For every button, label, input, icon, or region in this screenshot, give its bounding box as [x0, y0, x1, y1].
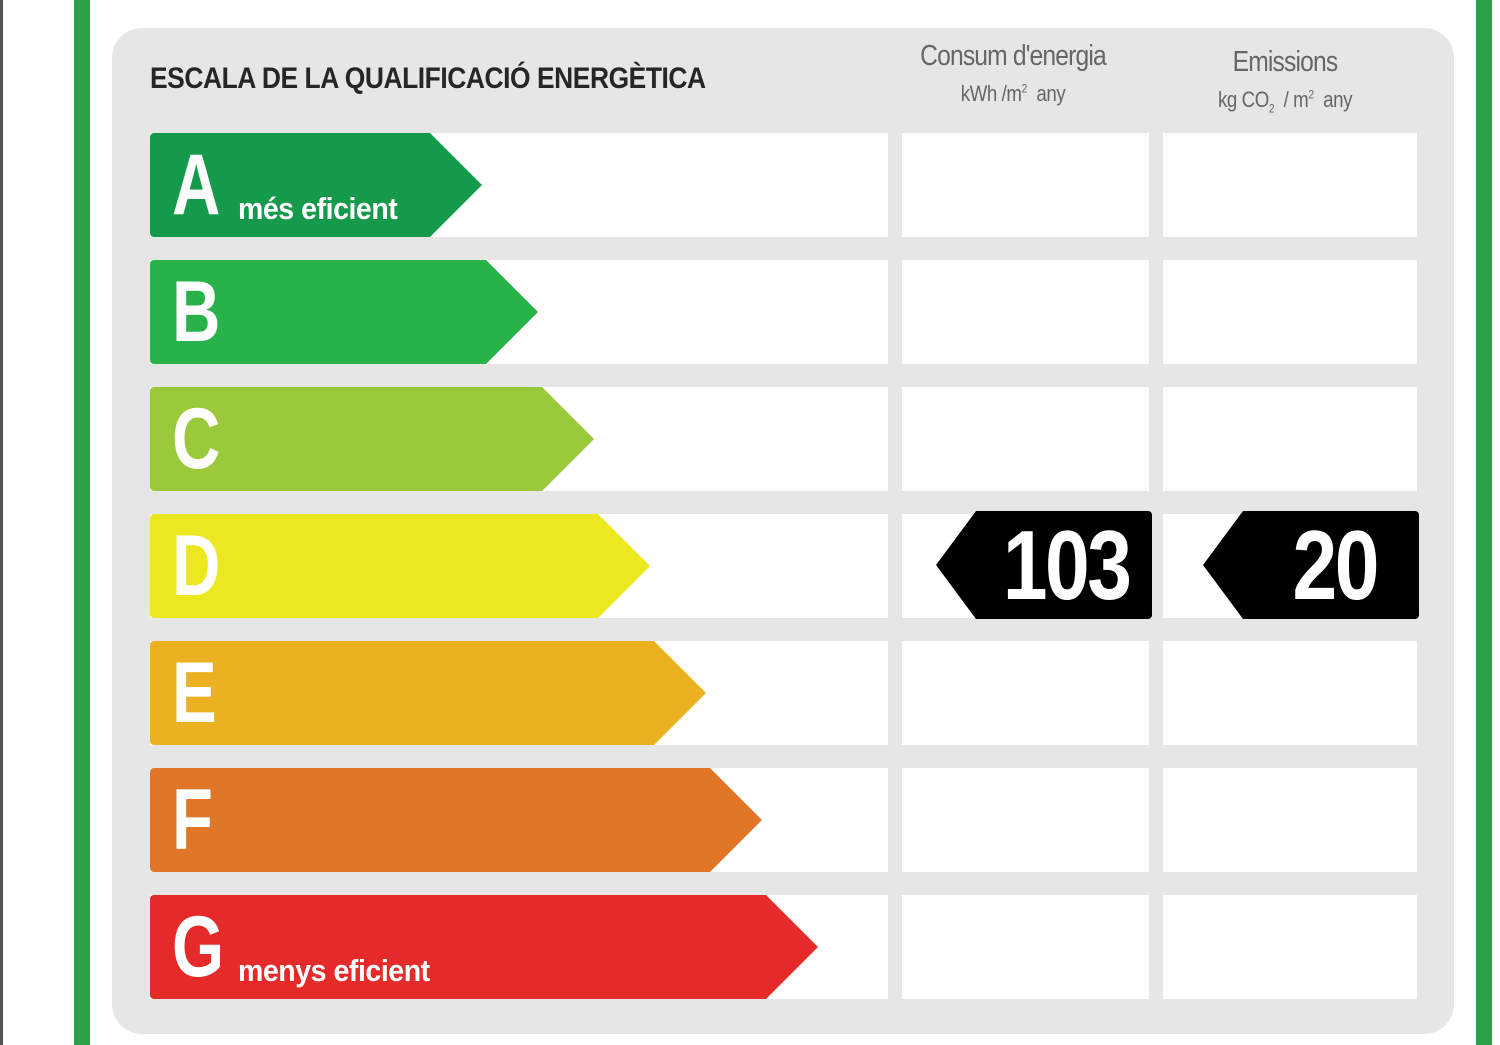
rating-arrow-f: F — [150, 768, 762, 872]
rating-letter: B — [172, 262, 220, 362]
right-green-border — [1476, 0, 1492, 1045]
rating-sublabel: menys eficient — [238, 953, 430, 989]
scale-title: ESCALA DE LA QUALIFICACIÓ ENERGÈTICA — [150, 62, 706, 96]
emissions-value: 20 — [1293, 511, 1377, 619]
rating-letter: G — [172, 897, 224, 997]
rating-letter: D — [172, 516, 220, 616]
rating-letter: C — [172, 389, 220, 489]
rating-arrow-b: B — [150, 260, 538, 364]
emissions-column-header: Emissions kg CO2 / m2 any — [1165, 46, 1405, 115]
energy-cell — [902, 133, 1149, 237]
energy-column-unit: kWh /m2 any — [915, 81, 1111, 107]
rating-letter: A — [172, 135, 220, 235]
rating-arrow-e: E — [150, 641, 706, 745]
rating-sublabel: més eficient — [238, 191, 397, 227]
energy-column-header: Consum d'energia kWh /m2 any — [898, 40, 1128, 107]
rating-letter: E — [172, 643, 217, 743]
energy-cell — [902, 768, 1149, 872]
energy-cell — [902, 641, 1149, 745]
energy-value-tag: 103 — [936, 511, 1152, 619]
emissions-cell — [1163, 641, 1417, 745]
emissions-column-unit: kg CO2 / m2 any — [1183, 87, 1387, 115]
emissions-column-label: Emissions — [1183, 46, 1387, 79]
energy-column-label: Consum d'energia — [915, 40, 1111, 73]
emissions-value-tag: 20 — [1203, 511, 1419, 619]
rating-letter: F — [172, 770, 213, 870]
emissions-cell — [1163, 768, 1417, 872]
energy-cell — [902, 895, 1149, 999]
emissions-cell — [1163, 387, 1417, 491]
energy-value: 103 — [1003, 511, 1130, 619]
left-border-line — [0, 0, 3, 1045]
emissions-cell — [1163, 260, 1417, 364]
emissions-cell — [1163, 895, 1417, 999]
emissions-cell — [1163, 133, 1417, 237]
rating-arrow-c: C — [150, 387, 594, 491]
rating-arrow-d: D — [150, 514, 650, 618]
energy-cell — [902, 260, 1149, 364]
energy-cell — [902, 387, 1149, 491]
left-green-border — [74, 0, 90, 1045]
